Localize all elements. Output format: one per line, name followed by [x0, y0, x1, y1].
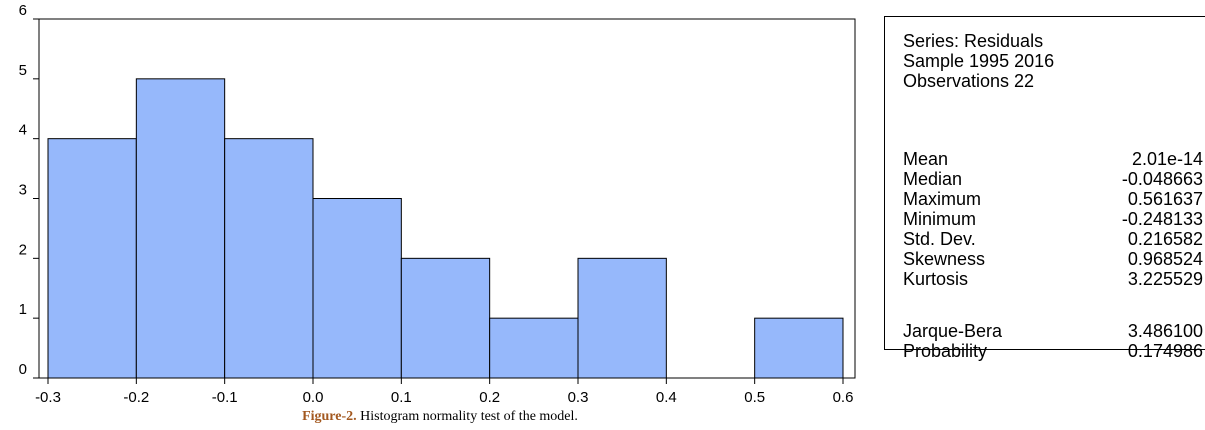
- histogram-bar-3: [312, 198, 402, 379]
- x-tick-label: -0.2: [123, 389, 149, 406]
- stat-label: Maximum: [903, 189, 982, 209]
- y-tick-label: 0: [19, 361, 27, 378]
- histogram-bar-4: [400, 257, 491, 379]
- stat-row: Median -0.048663: [903, 169, 1203, 189]
- histogram-bar-0: [47, 138, 137, 379]
- test-value: 0.174986: [1127, 341, 1203, 361]
- stat-value: 3.225529: [1127, 269, 1203, 289]
- y-tick-label: 6: [19, 2, 27, 19]
- stat-value: 0.561637: [1127, 189, 1203, 209]
- histogram-bar-6: [577, 257, 667, 379]
- stat-label: Mean: [903, 149, 949, 169]
- histogram-chart: 0 1 2 3 4 5 6 -0.3 -0.2 -0.1 0.0 0.1 0.2 0.3 0.4 0.5 0.…: [19, 2, 856, 406]
- x-tick-label: 0.1: [391, 389, 412, 406]
- stat-row: Minimum -0.248133: [903, 209, 1203, 229]
- x-axis: -0.3 -0.2 -0.1 0.0 0.1 0.2 0.3 0.4 0.5 0.6: [35, 378, 853, 406]
- histogram-bars: [47, 78, 844, 379]
- y-tick-label: 5: [19, 62, 27, 79]
- y-axis: 0 1 2 3 4 5 6: [19, 2, 39, 379]
- x-tick-label: -0.3: [35, 389, 61, 406]
- test-row: Probability 0.174986: [903, 341, 1203, 361]
- stat-label: Minimum: [903, 209, 977, 229]
- descriptive-statistics-panel: Series: Residuals Sample 1995 2016 Obser…: [884, 16, 1205, 361]
- stat-label: Kurtosis: [903, 269, 969, 289]
- histogram-bar-1: [135, 78, 226, 379]
- test-value: 3.486100: [1127, 321, 1203, 341]
- x-tick-label: 0.6: [833, 389, 854, 406]
- stat-row: Maximum 0.561637: [903, 189, 1203, 209]
- histogram-bar-2: [224, 138, 314, 379]
- normality-test-list: Jarque-Bera 3.486100 Probability 0.174986: [903, 321, 1203, 361]
- stat-value: -0.048663: [1121, 169, 1203, 189]
- figure-caption: Figure-2. Histogram normality test of th…: [0, 409, 880, 425]
- histogram-bar-5: [489, 317, 579, 379]
- stat-value: -0.248133: [1121, 209, 1203, 229]
- stats-observations: Observations 22: [903, 71, 1035, 91]
- stat-label: Median: [903, 169, 963, 189]
- test-label: Probability: [903, 341, 988, 361]
- y-tick-label: 4: [19, 122, 27, 139]
- x-tick-label: 0.3: [568, 389, 589, 406]
- histogram-bar-8: [754, 317, 844, 379]
- x-tick-label: 0.4: [656, 389, 677, 406]
- x-tick-label: 0.5: [744, 389, 765, 406]
- y-tick-label: 3: [19, 182, 27, 199]
- stat-row: Skewness 0.968524: [903, 249, 1203, 269]
- y-tick-label: 2: [19, 241, 27, 258]
- stat-label: Std. Dev.: [903, 229, 976, 249]
- test-row: Jarque-Bera 3.486100: [903, 321, 1203, 341]
- stat-value: 0.216582: [1127, 229, 1203, 249]
- stat-row: Mean 2.01e-14: [903, 149, 1203, 169]
- stat-value: 0.968524: [1127, 249, 1203, 269]
- stats-list: Mean 2.01e-14 Median -0.048663 Maximum 0.5616…: [903, 149, 1203, 289]
- stats-sample: Sample 1995 2016: [903, 51, 1055, 71]
- stat-value: 2.01e-14: [1131, 149, 1203, 169]
- stat-label: Skewness: [903, 249, 986, 269]
- figure-label: Figure-2.: [302, 409, 357, 424]
- test-label: Jarque-Bera: [903, 321, 1003, 341]
- x-tick-label: 0.0: [303, 389, 324, 406]
- x-tick-label: -0.1: [212, 389, 238, 406]
- figure-caption-text: Histogram normality test of the model.: [356, 409, 578, 424]
- x-tick-label: 0.2: [479, 389, 500, 406]
- stat-row: Std. Dev. 0.216582: [903, 229, 1203, 249]
- stats-series: Series: Residuals: [903, 31, 1044, 51]
- stat-row: Kurtosis 3.225529: [903, 269, 1203, 289]
- y-tick-label: 1: [19, 301, 27, 318]
